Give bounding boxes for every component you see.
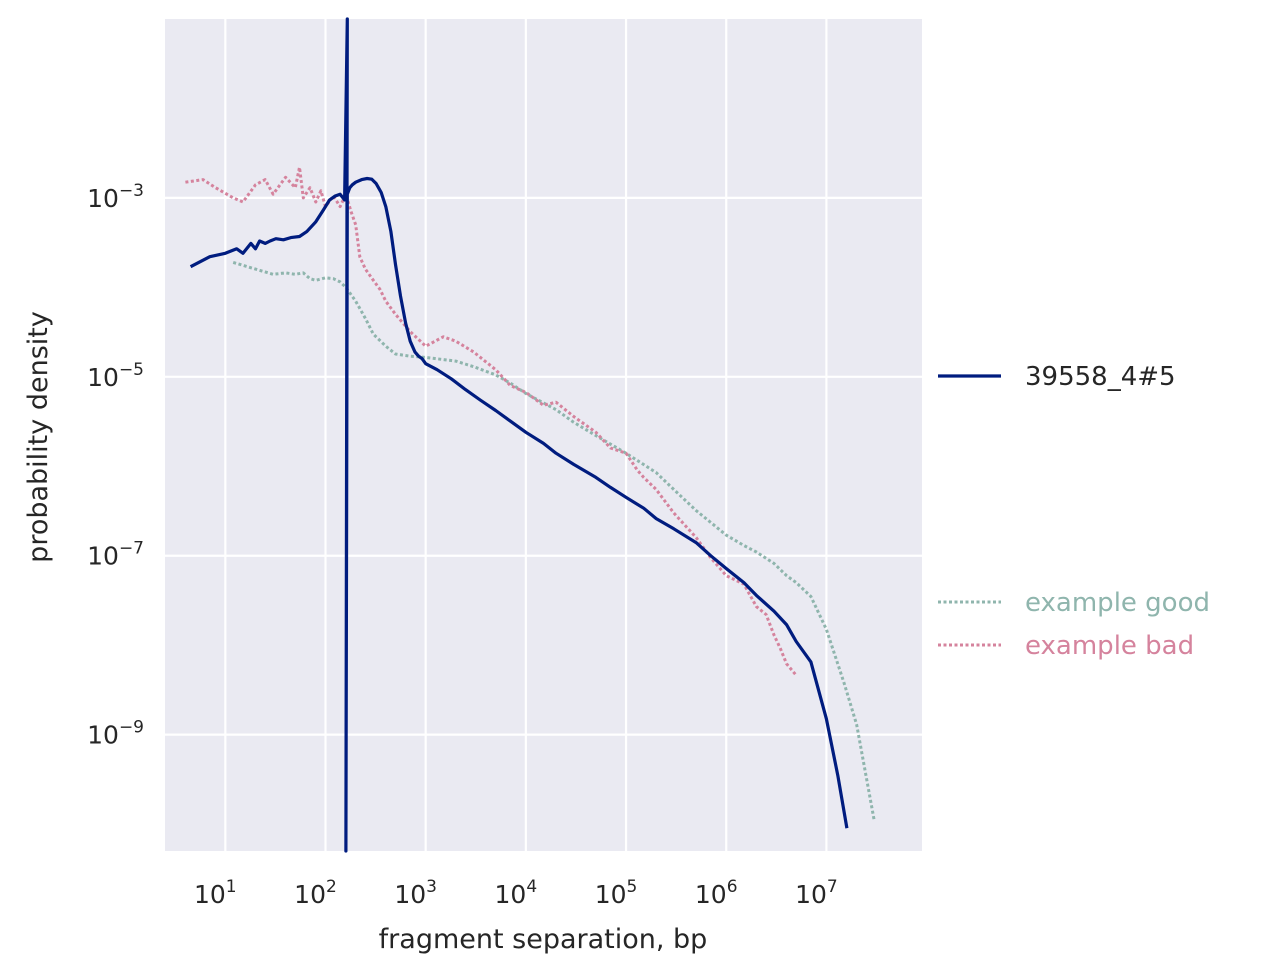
grid xyxy=(165,19,922,851)
series-line-1 xyxy=(189,17,849,853)
x-tick-label: 104 xyxy=(495,877,538,909)
x-tick-label: 106 xyxy=(695,877,738,909)
y-tick-label: 10−5 xyxy=(87,360,144,392)
legend-label: 39558_4#5 xyxy=(1025,362,1176,392)
x-axis-label: fragment separation, bp xyxy=(379,924,708,955)
y-axis-ticks: 10−3 10−5 10−7 10−9 xyxy=(87,181,144,750)
legend-label: example bad xyxy=(1025,631,1194,661)
y-tick-label: 10−3 xyxy=(87,181,144,213)
plot-area xyxy=(165,19,922,851)
x-tick-label: 107 xyxy=(795,877,838,909)
y-axis-label: probability density xyxy=(23,311,54,563)
x-tick-label: 102 xyxy=(294,877,337,909)
x-tick-label: 103 xyxy=(394,877,437,909)
legend-label: example good xyxy=(1025,588,1210,618)
x-axis-ticks: 101 102 103 104 105 106 107 xyxy=(194,877,838,909)
x-tick-label: 105 xyxy=(595,877,638,909)
series-layer xyxy=(185,17,876,853)
y-tick-label: 10−9 xyxy=(87,718,144,750)
series-line-3 xyxy=(185,165,798,677)
x-tick-label: 101 xyxy=(194,877,237,909)
y-tick-label: 10−7 xyxy=(87,539,144,571)
